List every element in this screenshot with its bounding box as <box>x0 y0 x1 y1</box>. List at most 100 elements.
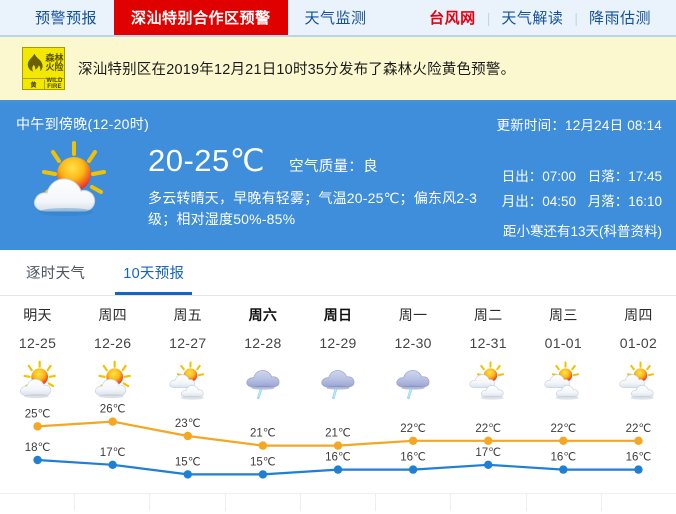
temperature-label: 26℃ <box>100 404 126 416</box>
forecast-day-column[interactable]: 周五 12-27 <box>150 296 225 403</box>
forecast-date-label: 12-30 <box>394 335 432 351</box>
forecast-day-label: 周五 <box>173 307 203 323</box>
nav-item-forecast[interactable]: 预警预报 <box>18 0 114 35</box>
forecast-date-label: 12-31 <box>469 335 507 351</box>
nav-link-weather-analysis[interactable]: 天气解读 <box>501 10 564 27</box>
current-period-label: 中午到傍晚(12-20时) <box>16 116 150 132</box>
nav-item-shenshan-alert[interactable]: 深汕特别合作区预警 <box>114 0 288 35</box>
forecast-columns: 明天 12-25 周四 12-26 <box>0 296 676 403</box>
forecast-date-label: 01-01 <box>544 335 582 351</box>
nav-separator: | <box>574 9 578 26</box>
temperature-label: 16℃ <box>550 452 576 464</box>
alert-icon-english-label: WILD FIRE <box>46 78 63 90</box>
moon-times-row: 月出：04:50 月落：16:10 <box>502 190 662 215</box>
tab-ten-day-forecast[interactable]: 10天预报 <box>115 262 193 295</box>
temperature-point <box>258 441 268 450</box>
forecast-day-column[interactable]: 周三 01-01 <box>526 296 601 403</box>
temperature-label: 17℃ <box>100 447 126 459</box>
update-time-label: 更新时间：12月24日 08:14 <box>496 118 662 133</box>
temperature-point <box>33 422 42 431</box>
temperature-point <box>484 436 493 445</box>
temperature-label: 22℃ <box>475 423 501 435</box>
flame-icon <box>23 48 45 78</box>
temperature-label: 15℃ <box>175 456 201 468</box>
sun-times-row: 日出：07:00 日落：17:45 <box>502 165 662 190</box>
temperature-line-高温 <box>36 420 640 447</box>
alert-icon-cn-line1: 森林 <box>45 52 64 63</box>
temperature-point <box>108 460 117 469</box>
forecast-day-label: 周四 <box>98 307 127 323</box>
forecast-grid-lines <box>0 493 676 511</box>
alert-icon-footer: 黄 WILD FIRE <box>23 78 64 89</box>
forecast-day-column[interactable]: 周日 12-29 <box>300 296 375 403</box>
temperature-label: 21℃ <box>325 428 351 440</box>
current-weather-main: 20-25℃ 空气质量：良 多云转晴天，早晚有轻雾；气温20-25℃；偏东风2-… <box>148 145 478 230</box>
astronomy-info: 日出：07:00 日落：17:45 月出：04:50 月落：16:10 <box>502 165 662 215</box>
sun-behind-clouds-icon <box>451 359 526 403</box>
temperature-point <box>484 460 493 469</box>
forecast-grid-cell <box>376 494 452 511</box>
forecast-day-label: 明天 <box>23 307 52 323</box>
rain-cloud-icon <box>376 359 451 403</box>
forecast-day-column[interactable]: 周六 12-28 <box>225 296 300 403</box>
forecast-date-label: 12-27 <box>169 335 207 351</box>
sun-behind-clouds-icon <box>601 359 676 403</box>
forecast-day-column[interactable]: 周一 12-30 <box>376 296 451 403</box>
sun-behind-clouds-icon <box>150 359 225 403</box>
nav-items: 预警预报 深汕特别合作区预警 天气监测 <box>0 0 384 35</box>
nav-separator: | <box>486 9 491 26</box>
nav-link-rain-estimate[interactable]: 降雨估测 <box>588 10 651 27</box>
forecast-grid-cell <box>75 494 151 511</box>
alert-banner: 森林 火险 黄 WILD FIRE 深汕特别区在2019年12月21日10时35… <box>0 37 676 103</box>
alert-level-label: 黄 <box>23 79 45 89</box>
sun-behind-cloud-icon <box>0 359 75 403</box>
temperature-point <box>183 470 192 479</box>
temperature-point <box>559 465 568 474</box>
tab-hourly-weather[interactable]: 逐时天气 <box>26 266 86 282</box>
temperature-point <box>33 455 42 465</box>
forecast-grid-cell <box>602 494 676 511</box>
temperature-point <box>634 436 643 445</box>
temperature-label: 16℃ <box>400 452 426 464</box>
nav-item-label: 深汕特别合作区预警 <box>131 10 271 27</box>
sun-behind-cloud-icon <box>26 141 120 221</box>
temperature-point <box>559 436 568 445</box>
temperature-point <box>108 417 117 426</box>
forecast-grid-cell <box>226 494 301 511</box>
temperature-label: 17℃ <box>475 447 501 459</box>
temperature-line-低温 <box>36 458 640 476</box>
forecast-date-label: 12-25 <box>18 335 57 351</box>
top-navigation-bar: 预警预报 深汕特别合作区预警 天气监测 台风网 | 天气解读 | 降雨估测 <box>0 0 676 37</box>
forecast-grid-cell <box>301 494 377 511</box>
nav-links: 台风网 | 天气解读 | 降雨估测 <box>418 0 662 35</box>
forecast-date-label: 12-28 <box>244 335 282 351</box>
temperature-label: 16℃ <box>325 452 351 464</box>
ten-day-forecast: 明天 12-25 周四 12-26 <box>0 296 676 511</box>
forecast-date-label: 01-02 <box>619 335 658 351</box>
alert-icon-chinese-label: 森林 火险 <box>45 48 64 78</box>
temperature-point <box>408 465 418 474</box>
forecast-day-column[interactable]: 周四 12-26 <box>75 296 150 403</box>
forecast-date-label: 12-29 <box>319 335 357 351</box>
forest-fire-yellow-warning-icon: 森林 火险 黄 WILD FIRE <box>22 47 65 90</box>
current-temperature: 20-25℃ <box>148 143 266 178</box>
forecast-day-column[interactable]: 周四 01-02 <box>601 296 676 403</box>
temperature-point <box>333 441 343 450</box>
forecast-grid-cell <box>0 494 76 511</box>
forecast-day-column[interactable]: 周二 12-31 <box>451 296 526 403</box>
nav-link-typhoon[interactable]: 台风网 <box>429 10 476 27</box>
temperature-label: 18℃ <box>25 442 51 454</box>
alert-icon-cn-line2: 火险 <box>45 62 64 72</box>
air-quality-label: 空气质量：良 <box>289 159 378 175</box>
rain-cloud-icon <box>300 359 375 403</box>
solar-term-link[interactable]: 距小寒还有13天(科普资料) <box>502 224 662 239</box>
alert-message: 深汕特别区在2019年12月21日10时35分发布了森林火险黄色预警。 <box>78 62 516 78</box>
temperature-label: 23℃ <box>175 418 201 430</box>
temperature-point <box>408 436 418 445</box>
temperature-point <box>333 465 343 474</box>
temperature-label: 16℃ <box>626 452 652 464</box>
forecast-tabs: 逐时天气 10天预报 <box>0 250 676 296</box>
forecast-day-column[interactable]: 明天 12-25 <box>0 296 75 403</box>
nav-item-weather-monitor[interactable]: 天气监测 <box>288 0 384 35</box>
